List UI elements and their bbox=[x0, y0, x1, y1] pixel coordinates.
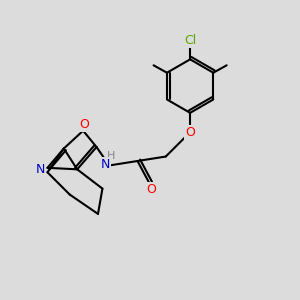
Text: H: H bbox=[106, 151, 115, 161]
Text: O: O bbox=[185, 126, 195, 139]
Text: Cl: Cl bbox=[184, 34, 196, 47]
Text: N: N bbox=[101, 158, 110, 171]
Text: N: N bbox=[36, 163, 45, 176]
Text: O: O bbox=[80, 118, 89, 130]
Text: O: O bbox=[146, 183, 156, 196]
